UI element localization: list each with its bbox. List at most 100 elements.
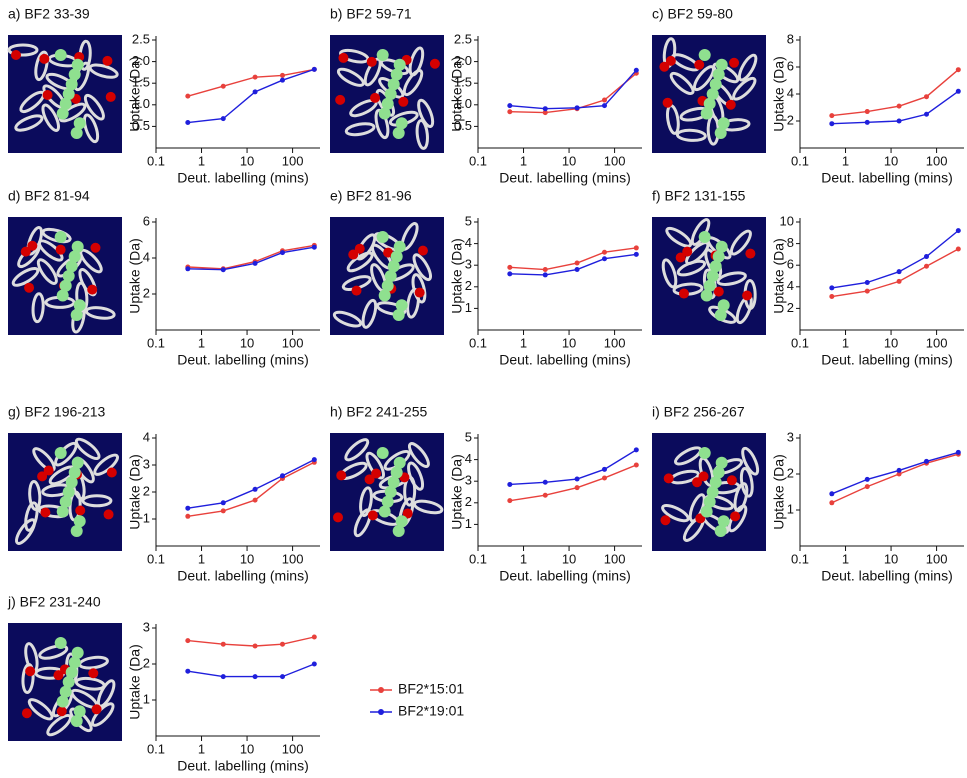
x-tick-label: 100 <box>604 551 626 566</box>
data-point <box>829 285 834 290</box>
data-point <box>865 484 870 489</box>
data-point <box>829 121 834 126</box>
residue-green <box>393 127 405 139</box>
y-tick-label: 4 <box>143 429 150 444</box>
data-point <box>924 254 929 259</box>
y-tick-label: 8 <box>787 235 794 250</box>
residue-red <box>368 510 378 520</box>
x-tick-label: 1 <box>520 551 527 566</box>
residue-red <box>365 474 375 484</box>
y-tick-label: 1 <box>143 691 150 706</box>
x-axis-title: Deut. labelling (mins) <box>821 170 953 186</box>
data-point <box>829 294 834 299</box>
x-tick-label: 10 <box>884 335 898 350</box>
x-tick-label: 10 <box>240 741 254 756</box>
x-tick-label: 10 <box>562 551 576 566</box>
x-tick-label: 100 <box>282 335 304 350</box>
residue-red <box>348 250 358 260</box>
x-tick-label: 0.1 <box>469 335 487 350</box>
data-point <box>280 250 285 255</box>
residue-red <box>40 507 50 517</box>
residue-green <box>701 108 713 120</box>
data-point <box>185 514 190 519</box>
residue-red <box>694 60 704 70</box>
x-tick-label: 100 <box>926 153 948 168</box>
x-tick-label: 100 <box>926 551 948 566</box>
residue-red <box>104 509 114 519</box>
x-tick-label: 10 <box>884 153 898 168</box>
residue-red <box>415 288 425 298</box>
residue-red <box>663 98 673 108</box>
residue-green <box>55 49 67 61</box>
data-point <box>185 94 190 99</box>
data-point <box>221 116 226 121</box>
series-line <box>832 452 958 493</box>
y-axis-title: Uptake (Da) <box>127 454 143 529</box>
data-point <box>185 506 190 511</box>
residue-green <box>715 525 727 537</box>
data-point <box>185 266 190 271</box>
data-point <box>280 674 285 679</box>
x-tick-label: 10 <box>240 153 254 168</box>
x-tick-label: 100 <box>282 741 304 756</box>
residue-red <box>75 506 85 516</box>
y-axis-title: Uptake (Da) <box>127 56 143 131</box>
y-tick-label: 1 <box>787 501 794 516</box>
residue-green <box>377 447 389 459</box>
legend-label: BF2*19:01 <box>398 703 464 719</box>
y-tick-label: 10 <box>780 213 794 228</box>
y-tick-label: 2 <box>143 655 150 670</box>
residue-green <box>57 290 69 302</box>
x-axis-title: Deut. labelling (mins) <box>499 170 631 186</box>
residue-red <box>418 246 428 256</box>
data-point <box>956 247 961 252</box>
y-tick-label: 4 <box>143 249 150 264</box>
residue-red <box>370 93 380 103</box>
residue-red <box>729 58 739 68</box>
data-point <box>897 119 902 124</box>
residue-green <box>71 715 83 727</box>
data-point <box>280 78 285 83</box>
data-point <box>924 94 929 99</box>
data-point <box>865 289 870 294</box>
series-line <box>188 69 314 122</box>
data-point <box>634 252 639 257</box>
data-point <box>829 113 834 118</box>
y-tick-label: 3 <box>465 257 472 272</box>
residue-green <box>379 108 391 120</box>
data-point <box>221 642 226 647</box>
panel-title: d) BF2 81-94 <box>8 188 90 204</box>
y-tick-label: 2.5 <box>132 31 150 46</box>
x-tick-label: 1 <box>520 153 527 168</box>
data-point <box>185 638 190 643</box>
residue-red <box>352 286 362 296</box>
data-point <box>253 487 258 492</box>
x-tick-label: 100 <box>604 153 626 168</box>
residue-red <box>57 706 67 716</box>
residue-red <box>24 283 34 293</box>
data-point <box>924 264 929 269</box>
residue-red <box>87 285 97 295</box>
data-point <box>956 228 961 233</box>
residue-green <box>55 447 67 459</box>
x-tick-label: 1 <box>198 153 205 168</box>
x-tick-label: 10 <box>884 551 898 566</box>
residue-red <box>90 243 100 253</box>
data-point <box>865 109 870 114</box>
x-tick-label: 1 <box>198 741 205 756</box>
data-point <box>924 112 929 117</box>
x-axis-title: Deut. labelling (mins) <box>821 568 953 584</box>
x-tick-label: 0.1 <box>791 153 809 168</box>
data-point <box>956 450 961 455</box>
x-tick-label: 100 <box>282 153 304 168</box>
series-line <box>510 450 636 485</box>
residue-red <box>714 287 724 297</box>
residue-red <box>660 515 670 525</box>
residue-green <box>55 637 67 649</box>
x-axis-title: Deut. labelling (mins) <box>177 352 309 368</box>
series-line <box>510 254 636 275</box>
data-point <box>312 635 317 640</box>
y-tick-label: 3 <box>787 429 794 444</box>
x-tick-label: 10 <box>562 335 576 350</box>
data-point <box>865 120 870 125</box>
